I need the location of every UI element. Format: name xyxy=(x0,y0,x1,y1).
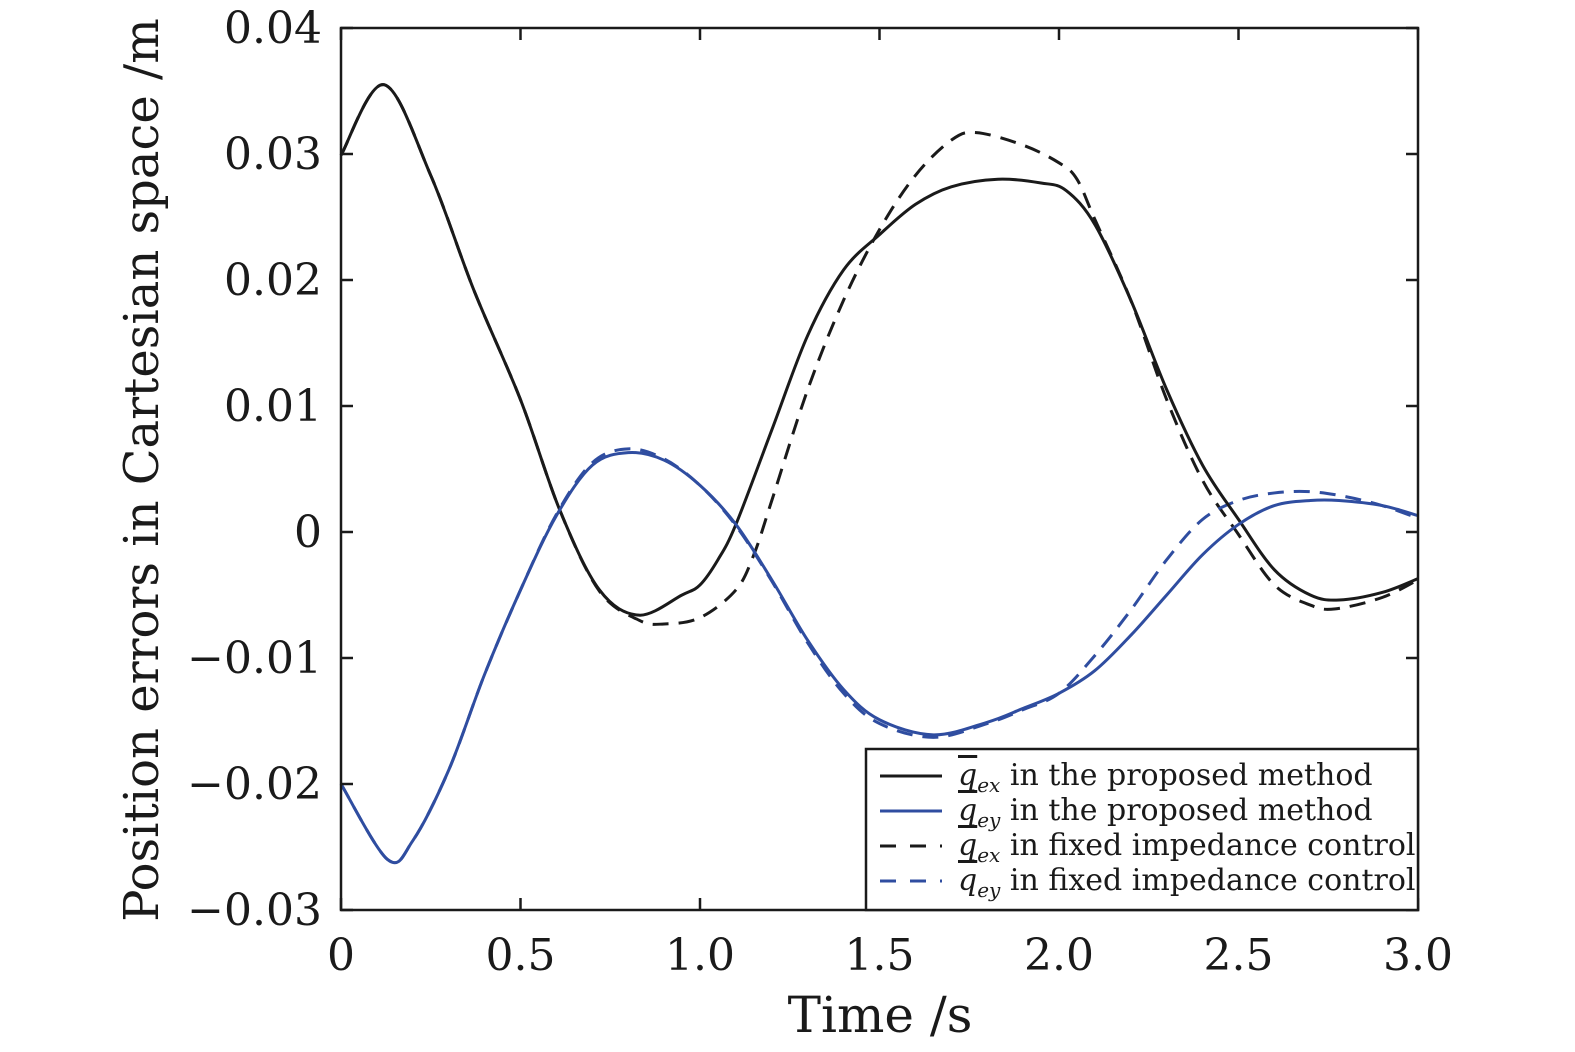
y-tick-label: 0.03 xyxy=(224,129,322,180)
plot-lines xyxy=(339,83,1419,865)
y-tick-label: −0.02 xyxy=(187,759,322,810)
legend-item: qex in fixed impedance control xyxy=(880,826,1416,867)
legend-item: qex in the proposed method xyxy=(880,756,1373,797)
legend-label: qex in fixed impedance control xyxy=(958,828,1416,867)
x-tick-label: 3.0 xyxy=(1383,930,1453,981)
legend-label: qey in the proposed method xyxy=(958,793,1373,832)
x-tick-label: 0 xyxy=(327,930,355,981)
x-tick-label: 2.5 xyxy=(1204,930,1274,981)
y-tick-label: 0.02 xyxy=(224,255,322,306)
legend-box xyxy=(864,747,1420,912)
axis-ticks: 0 0.5 1.0 1.5 2.0 2.5 3.0 −0.03 −0.02 −0.01 0 0.01 0… xyxy=(187,3,1453,981)
x-tick-label: 0.5 xyxy=(486,930,556,981)
x-tick-label: 2.0 xyxy=(1024,930,1094,981)
x-axis-label: Time /s xyxy=(788,986,973,1044)
series-line-2 xyxy=(339,450,1419,865)
legend-item: qey in fixed impedance control xyxy=(880,861,1416,902)
legend-label: qey in fixed impedance control xyxy=(958,863,1416,902)
x-tick-label: 1.5 xyxy=(845,930,915,981)
y-tick-label: 0.01 xyxy=(224,381,322,432)
series-line-1 xyxy=(339,83,1419,617)
y-tick-label: −0.03 xyxy=(187,885,322,936)
legend-item: qey in the proposed method xyxy=(880,791,1373,832)
x-tick-label: 1.0 xyxy=(665,930,735,981)
y-tick-label: −0.01 xyxy=(187,633,322,684)
y-axis-label: Position errors in Cartesian space /m xyxy=(114,18,170,921)
y-tick-label: 0 xyxy=(294,507,322,558)
legend-label: qex in the proposed method xyxy=(958,758,1373,797)
y-tick-label: 0.04 xyxy=(224,3,322,54)
